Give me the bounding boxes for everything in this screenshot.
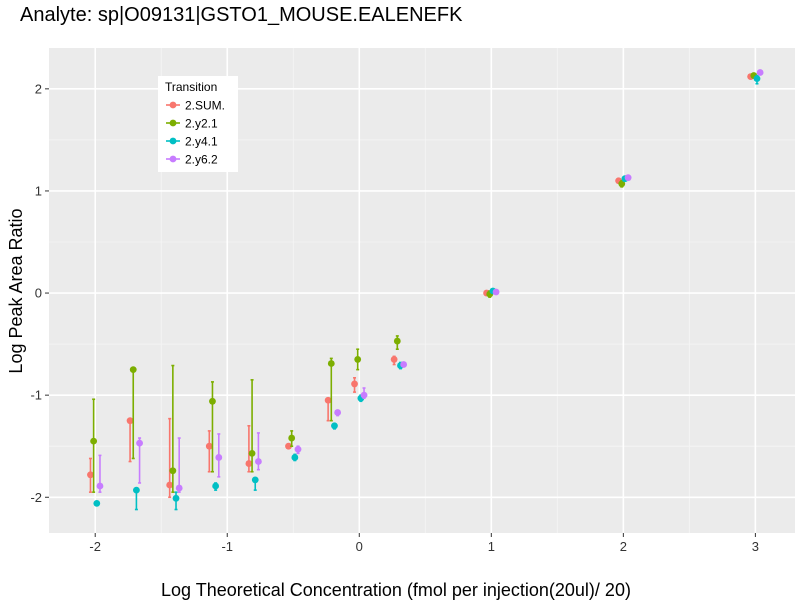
data-point	[175, 484, 183, 492]
data-point	[756, 69, 764, 76]
tick-labels: -2 -1 0 1 2 3 -2 -1 0 1 2	[30, 81, 759, 554]
data-point	[291, 454, 299, 461]
data-point	[96, 482, 104, 490]
legend-label: 2.y4.1	[185, 135, 218, 149]
data-point	[172, 494, 180, 502]
x-tick-label: -1	[221, 539, 233, 554]
data-point	[753, 75, 761, 83]
legend: Transition 2.SUM. 2.y2.1 2.y4.1 2.y6.2	[158, 76, 238, 172]
data-point	[324, 396, 332, 404]
x-tick-label: 2	[620, 539, 627, 554]
axis-ticks	[45, 88, 756, 537]
series-2-y6-2	[96, 69, 764, 493]
data-point	[93, 499, 101, 507]
legend-key-point	[169, 119, 177, 127]
data-point	[294, 445, 302, 453]
data-point	[212, 482, 220, 490]
data-point	[360, 391, 368, 399]
data-point	[624, 174, 632, 182]
y-tick-label: -1	[30, 388, 42, 403]
data-point	[205, 442, 213, 450]
series-2-y2-1	[90, 72, 758, 493]
data-point	[136, 439, 143, 447]
y-tick-label: 2	[35, 81, 42, 96]
legend-items: 2.SUM. 2.y2.1 2.y4.1 2.y6.2	[166, 99, 225, 167]
data-point	[169, 467, 177, 475]
legend-key-point	[169, 155, 177, 163]
y-axis-title: Log Peak Area Ratio	[6, 208, 26, 373]
legend-label: 2.SUM.	[185, 99, 225, 113]
legend-key-point	[169, 101, 177, 109]
data-point	[288, 434, 296, 442]
data-point	[215, 454, 223, 461]
data-point	[251, 476, 259, 484]
x-tick-label: 3	[752, 539, 759, 554]
x-tick-label: 0	[356, 539, 363, 554]
data-point	[255, 458, 262, 465]
data-point	[400, 361, 408, 368]
data-point	[393, 337, 401, 345]
legend-key-point	[169, 137, 177, 145]
y-tick-label: -2	[30, 490, 42, 505]
data-series	[87, 69, 764, 511]
data-point	[133, 486, 140, 494]
y-tick-label: 0	[35, 286, 42, 301]
y-tick-label: 1	[35, 183, 42, 198]
legend-label: 2.y2.1	[185, 117, 218, 131]
data-point	[126, 417, 134, 425]
x-tick-label: -2	[89, 539, 101, 554]
data-point	[618, 180, 626, 188]
legend-title: Transition	[165, 80, 217, 94]
data-point	[492, 288, 500, 296]
data-point	[90, 437, 98, 445]
data-point	[87, 471, 94, 479]
x-tick-label: 1	[488, 539, 495, 554]
chart-title: Analyte: sp|O09131|GSTO1_MOUSE.EALENEFK	[20, 4, 463, 26]
data-point	[327, 360, 335, 367]
data-point	[285, 442, 292, 450]
data-point	[390, 356, 398, 363]
data-point	[245, 460, 253, 467]
data-point	[331, 422, 338, 430]
series-2-y4-1	[93, 74, 761, 511]
data-point	[334, 409, 342, 416]
data-point	[354, 356, 362, 363]
data-point	[129, 366, 137, 374]
legend-label: 2.y6.2	[185, 153, 218, 167]
data-point	[166, 481, 174, 489]
x-axis-title: Log Theoretical Concentration (fmol per …	[161, 580, 631, 600]
data-point	[351, 380, 358, 388]
data-point	[209, 397, 216, 405]
data-point	[248, 449, 256, 457]
